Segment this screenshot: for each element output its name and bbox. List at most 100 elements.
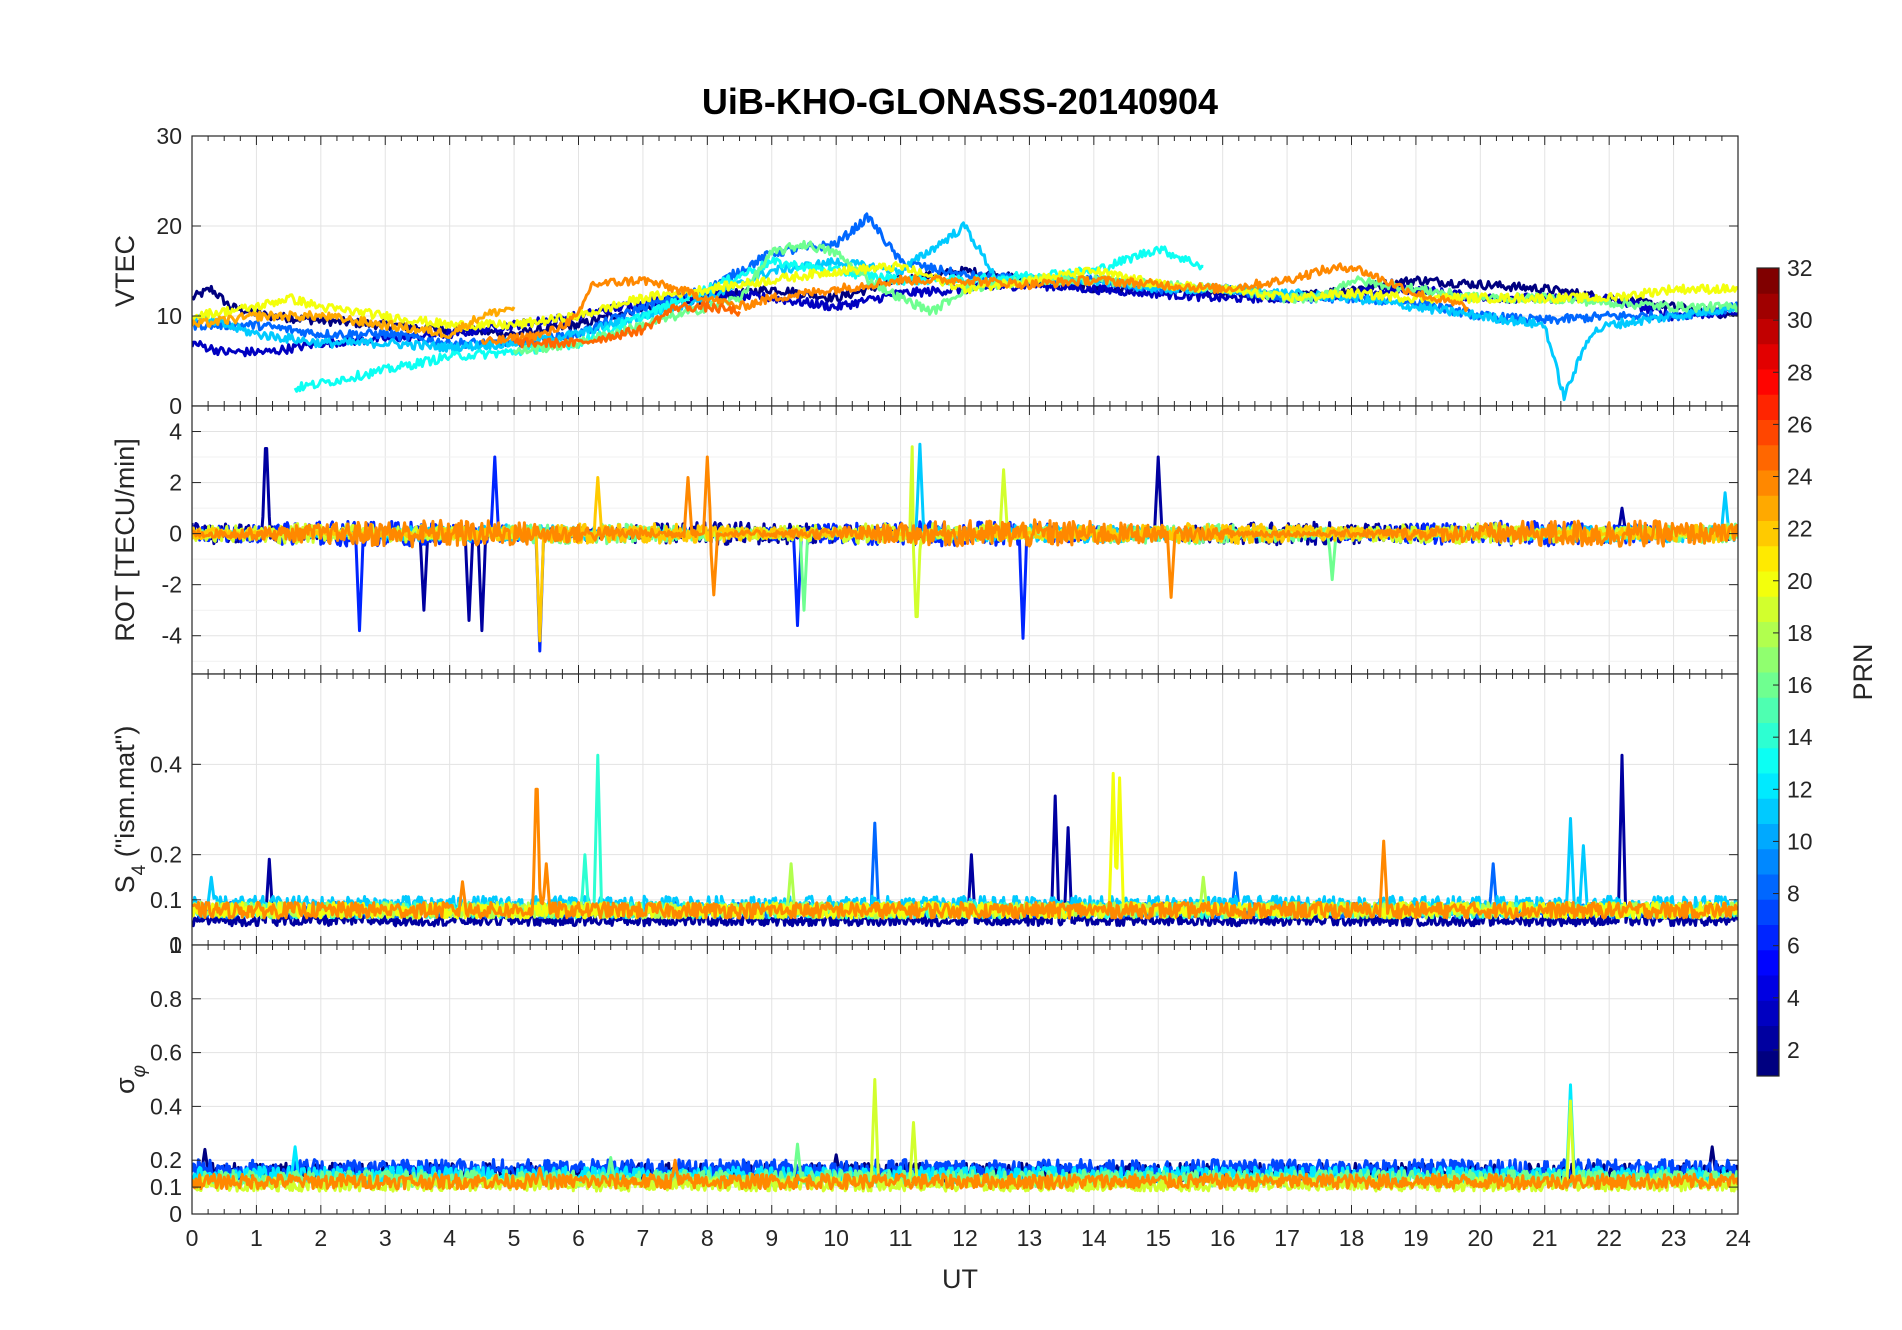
- y-tick-label: 0: [169, 393, 182, 419]
- colorbar-tick-label: 16: [1787, 672, 1813, 698]
- y-tick-label: 0.1: [150, 1174, 182, 1200]
- y-tick-label: 30: [156, 123, 182, 149]
- y-tick-label: 10: [156, 303, 182, 329]
- x-tick-label: 23: [1661, 1225, 1687, 1251]
- colorbar-swatch: [1757, 975, 1779, 1001]
- colorbar-swatch: [1757, 646, 1779, 673]
- colorbar-swatch: [1757, 268, 1779, 294]
- colorbar-swatch: [1757, 495, 1779, 521]
- colorbar-frame: [1756, 267, 1780, 1077]
- x-tick-label: 2: [314, 1225, 327, 1251]
- panel-3: 0 0.1 0.2 0.4S4 ("ism.mat"): [110, 673, 1739, 958]
- series-line-prn-13: [293, 245, 1204, 393]
- colorbar-swatch: [1757, 596, 1779, 622]
- colorbar-swatch: [1757, 949, 1779, 976]
- colorbar-swatch: [1757, 520, 1779, 547]
- x-tick-label: 22: [1596, 1225, 1622, 1251]
- colorbar-swatch: [1757, 419, 1779, 446]
- colorbar-tick-label: 12: [1787, 776, 1813, 802]
- colorbar-swatch: [1757, 1025, 1779, 1052]
- series-line-prn-11: [192, 221, 1738, 402]
- colorbar-swatch: [1757, 924, 1779, 951]
- x-tick-label: 15: [1145, 1225, 1171, 1251]
- y-tick-label: 0.2: [150, 1147, 182, 1173]
- colorbar-swatch: [1757, 823, 1779, 850]
- colorbar-tick-label: 4: [1787, 985, 1800, 1011]
- panel-2: -4 -2 0 2 4 ROT [TECU/min]: [110, 405, 1739, 675]
- y-tick-label: 0.6: [150, 1040, 182, 1066]
- x-tick-label: 1: [250, 1225, 263, 1251]
- x-tick-label: 8: [701, 1225, 714, 1251]
- colorbar-swatch: [1757, 848, 1779, 875]
- x-tick-label: 4: [443, 1225, 456, 1251]
- y-tick-label: 4: [169, 419, 182, 445]
- series-group: [192, 753, 1738, 928]
- y-tick-label: 0: [169, 932, 182, 958]
- x-tick-label: 20: [1468, 1225, 1494, 1251]
- colorbar-swatch: [1757, 444, 1779, 471]
- x-tick-label: 5: [508, 1225, 521, 1251]
- y-tick-label: 0: [169, 1201, 182, 1227]
- x-tick-label: 10: [823, 1225, 849, 1251]
- x-tick-label: 14: [1081, 1225, 1107, 1251]
- colorbar-tick-label: 32: [1787, 255, 1813, 281]
- y-tick-label: 0.1: [150, 887, 182, 913]
- panel-1: 0 10 20 30 VTEC: [110, 123, 1739, 419]
- series-group: [192, 442, 1738, 653]
- colorbar-swatch: [1757, 571, 1779, 597]
- colorbar-swatch: [1757, 470, 1779, 496]
- x-axis-label: UT: [942, 1264, 978, 1294]
- colorbar-tick-label: 28: [1787, 359, 1813, 385]
- x-tick-label: 0: [186, 1225, 199, 1251]
- colorbar-swatch: [1757, 318, 1779, 345]
- y-axis-label: S4 ("ism.mat"): [110, 726, 150, 894]
- series-group: [192, 1078, 1738, 1193]
- series-line-prn-24: [192, 455, 1738, 599]
- y-tick-label: 0.2: [150, 842, 182, 868]
- x-tick-label: 9: [765, 1225, 778, 1251]
- x-tick-label: 12: [952, 1225, 978, 1251]
- y-tick-label: 20: [156, 213, 182, 239]
- colorbar-tick-label: 18: [1787, 620, 1813, 646]
- series-line-prn-24: [192, 787, 1738, 920]
- y-axis-label: σφ: [110, 1065, 150, 1094]
- x-tick-label: 3: [379, 1225, 392, 1251]
- colorbar-swatch: [1757, 672, 1779, 698]
- colorbar-swatch: [1757, 1000, 1779, 1026]
- y-axis-label: VTEC: [110, 235, 140, 307]
- colorbar-swatch: [1757, 722, 1779, 749]
- colorbar-tick-label: 6: [1787, 933, 1800, 959]
- series-line-prn-25: [513, 301, 741, 349]
- y-tick-label: 2: [169, 470, 182, 496]
- colorbar-swatch: [1757, 621, 1779, 648]
- series-line-prn-24: [192, 1158, 1738, 1191]
- colorbar-tick-label: 26: [1787, 411, 1813, 437]
- x-tick-label: 17: [1274, 1225, 1300, 1251]
- y-tick-label: 1: [169, 932, 182, 958]
- colorbar-tick-label: 22: [1787, 516, 1813, 542]
- series-line-prn-23: [192, 306, 516, 339]
- x-tick-label: 18: [1339, 1225, 1365, 1251]
- x-tick-label: 19: [1403, 1225, 1429, 1251]
- x-axis: 0 1 2 3 4 5 6 7 8 9 10 11 12 13 14 15 16 17 18 19 20 21 22 23 24: [186, 1225, 1751, 1251]
- colorbar-swatch: [1757, 545, 1779, 572]
- y-tick-label: -4: [162, 623, 183, 649]
- series-line-prn-20: [192, 261, 1738, 331]
- colorbar-label: PRN: [1848, 643, 1878, 700]
- colorbar-swatch: [1757, 1050, 1779, 1077]
- colorbar-swatch: [1757, 343, 1779, 370]
- colorbar-tick-label: 8: [1787, 881, 1800, 907]
- y-axis-label: ROT [TECU/min]: [110, 438, 140, 642]
- y-tick-label: -2: [162, 572, 182, 598]
- colorbar-swatch: [1757, 293, 1779, 319]
- x-tick-label: 16: [1210, 1225, 1236, 1251]
- y-tick-label: 0: [169, 521, 182, 547]
- x-tick-label: 21: [1532, 1225, 1558, 1251]
- series-line-prn-24: [480, 262, 1469, 345]
- colorbar-tick-label: 20: [1787, 568, 1813, 594]
- colorbar-swatch: [1757, 697, 1779, 723]
- y-tick-label: 0.4: [150, 751, 182, 777]
